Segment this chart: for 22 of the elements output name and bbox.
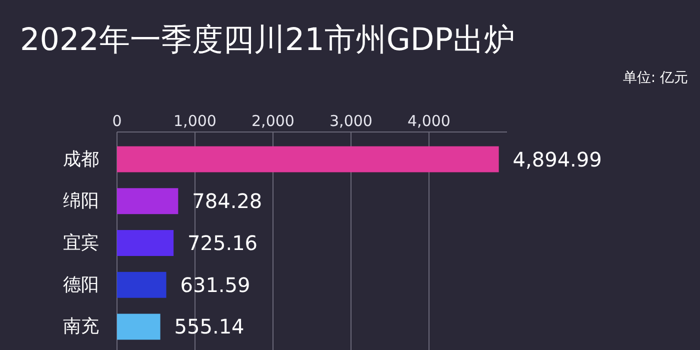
bar — [117, 314, 160, 340]
text: 单位: 亿元 — [622, 70, 688, 86]
x-tick-label: 2,000 — [252, 112, 294, 130]
chart-title: 2022年一季度四川21市州GDP出炉 — [20, 22, 515, 58]
bar — [117, 230, 174, 256]
data-label: 725.16 — [188, 231, 258, 255]
y-tick-label: 德阳 — [63, 274, 99, 296]
data-label: 4,894.99 — [512, 147, 602, 172]
data-label: 631.59 — [180, 272, 250, 297]
y-tick-label: 绵阳 — [63, 190, 99, 212]
bar — [117, 272, 166, 298]
bar — [117, 146, 499, 172]
x-tick-label: 3,000 — [330, 112, 372, 130]
data-label: 555.14 — [174, 314, 244, 339]
x-tick-label: 1,000 — [174, 112, 216, 130]
y-tick-label: 宜宾 — [63, 232, 99, 254]
x-tick-label: 0 — [112, 112, 122, 130]
data-label: 784.28 — [192, 189, 262, 214]
y-tick-label: 南充 — [63, 316, 99, 338]
bar — [117, 188, 178, 214]
x-tick-label: 4,000 — [408, 112, 450, 130]
y-tick-label: 成都 — [63, 148, 99, 170]
